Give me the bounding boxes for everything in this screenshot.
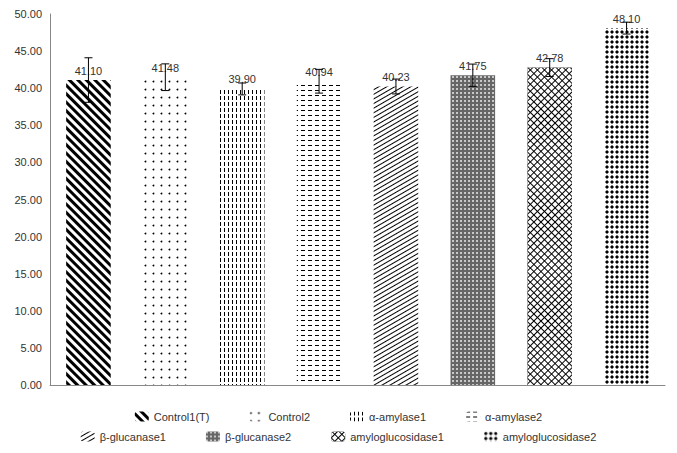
- svg-text:5.00: 5.00: [21, 342, 42, 354]
- svg-text:α-amylase2: α-amylase2: [485, 411, 542, 423]
- svg-text:15.00: 15.00: [14, 268, 42, 280]
- svg-text:39.90: 39.90: [228, 73, 256, 86]
- svg-text:Control1(T): Control1(T): [154, 411, 210, 423]
- svg-text:β-glucanase1: β-glucanase1: [100, 431, 166, 443]
- svg-text:α-amylase1: α-amylase1: [369, 411, 426, 423]
- svg-text:amyloglucosidase1: amyloglucosidase1: [350, 431, 444, 443]
- svg-text:Control2: Control2: [268, 411, 310, 423]
- svg-text:25.00: 25.00: [14, 194, 42, 206]
- svg-text:40.94: 40.94: [305, 65, 333, 78]
- svg-text:50.00: 50.00: [14, 8, 42, 20]
- svg-text:amyloglucosidase2: amyloglucosidase2: [503, 431, 597, 443]
- svg-text:45.00: 45.00: [14, 45, 42, 57]
- svg-text:40.00: 40.00: [14, 82, 42, 94]
- svg-text:20.00: 20.00: [14, 231, 42, 243]
- svg-text:41.10: 41.10: [74, 64, 103, 77]
- svg-text:48.10: 48.10: [612, 12, 641, 25]
- svg-text:42.78: 42.78: [535, 52, 564, 65]
- svg-text:35.00: 35.00: [14, 119, 42, 131]
- svg-text:β-glucanase2: β-glucanase2: [225, 431, 291, 443]
- svg-text:40.23: 40.23: [382, 71, 410, 83]
- svg-text:41.48: 41.48: [151, 61, 180, 74]
- svg-text:41.75: 41.75: [459, 59, 487, 72]
- svg-text:0.00: 0.00: [21, 379, 42, 391]
- svg-text:10.00: 10.00: [14, 305, 42, 317]
- svg-text:30.00: 30.00: [14, 156, 42, 168]
